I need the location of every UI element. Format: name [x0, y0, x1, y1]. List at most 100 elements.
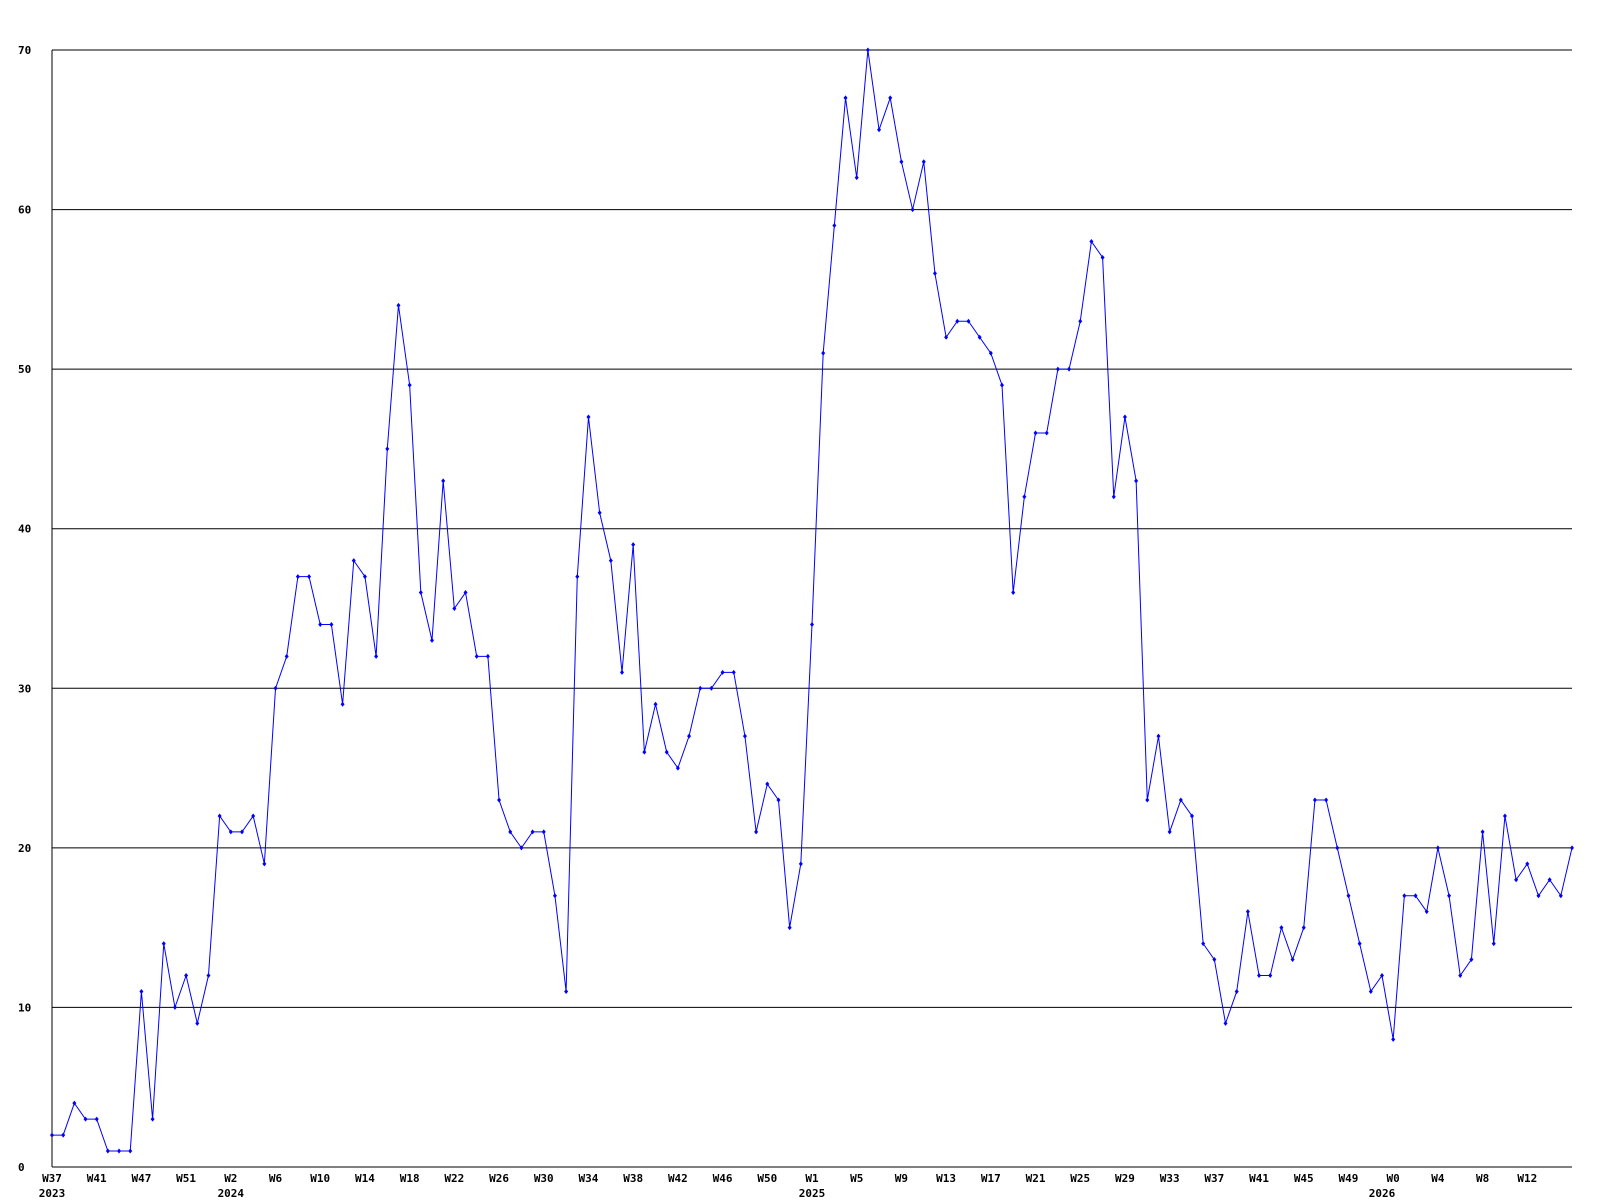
data-point [977, 334, 982, 340]
data-point [172, 1004, 177, 1010]
data-point [1402, 893, 1407, 899]
x-tick-label: W37 [42, 1172, 62, 1185]
data-point [1547, 877, 1552, 883]
data-point [1413, 893, 1418, 899]
data-point [1257, 973, 1262, 979]
data-point [620, 669, 624, 675]
data-point [832, 223, 837, 229]
x-tick-label: W2 [224, 1172, 237, 1185]
data-point [1301, 925, 1306, 931]
x-tick-label: W4 [1431, 1172, 1445, 1185]
data-point [117, 1148, 122, 1154]
x-tick-label: W37 [1204, 1172, 1224, 1185]
data-point [329, 621, 334, 627]
data-point [284, 653, 289, 659]
data-point [1055, 366, 1060, 372]
data-point [1212, 957, 1217, 963]
x-tick-label: W13 [936, 1172, 956, 1185]
data-point [463, 590, 468, 596]
data-point [653, 701, 658, 707]
data-point [1044, 430, 1049, 436]
data-point [262, 861, 267, 867]
year-label: 2024 [218, 1187, 245, 1200]
data-point [83, 1116, 88, 1122]
data-point [441, 478, 446, 484]
data-point [228, 829, 233, 835]
data-point [1067, 366, 1072, 372]
data-point [1525, 861, 1530, 867]
y-tick-label: 20 [18, 842, 31, 855]
data-point [407, 382, 412, 388]
data-point [586, 414, 591, 420]
data-point [508, 829, 513, 835]
data-point [1357, 941, 1362, 947]
data-point [798, 861, 803, 867]
data-point [731, 669, 736, 675]
x-tick-label: W51 [176, 1172, 196, 1185]
x-tick-label: W38 [623, 1172, 643, 1185]
data-point [1190, 813, 1194, 819]
x-tick-label: W34 [579, 1172, 599, 1185]
data-point [1111, 494, 1116, 500]
x-tick-label: W14 [355, 1172, 375, 1185]
data-point [530, 829, 535, 835]
x-tick-label: W49 [1339, 1172, 1359, 1185]
x-tick-label: W9 [895, 1172, 908, 1185]
x-tick-label: W50 [757, 1172, 777, 1185]
year-label: 2023 [39, 1187, 66, 1200]
data-point [1380, 973, 1384, 979]
y-tick-label: 0 [18, 1161, 25, 1174]
data-point [1156, 733, 1161, 739]
data-point [50, 1132, 54, 1138]
data-point [1100, 254, 1105, 260]
data-point [810, 621, 814, 627]
x-tick-label: W18 [400, 1172, 420, 1185]
data-point [888, 95, 893, 101]
data-point [1201, 941, 1206, 947]
x-tick-label: W25 [1070, 1172, 1090, 1185]
x-tick-label: W26 [489, 1172, 509, 1185]
data-point [1324, 797, 1329, 803]
data-point [687, 733, 692, 739]
y-tick-label: 60 [18, 204, 31, 217]
data-point [597, 510, 602, 516]
data-point [742, 733, 747, 739]
data-point [1178, 797, 1183, 803]
data-point [1122, 414, 1127, 420]
x-tick-label: W42 [668, 1172, 688, 1185]
x-tick-label: W46 [713, 1172, 733, 1185]
y-tick-label: 70 [18, 44, 31, 57]
data-point [61, 1132, 66, 1138]
data-point [1458, 973, 1463, 979]
x-tick-label: W33 [1160, 1172, 1180, 1185]
y-tick-label: 40 [18, 523, 31, 536]
data-point [1502, 813, 1507, 819]
data-point [865, 47, 870, 53]
data-point [642, 749, 647, 755]
data-point [1033, 430, 1038, 436]
x-tick-label: W22 [444, 1172, 464, 1185]
data-point [385, 446, 390, 452]
data-point [675, 765, 680, 771]
data-point [1570, 845, 1574, 851]
data-point [552, 893, 557, 899]
data-point [1167, 829, 1172, 835]
data-point [1480, 829, 1485, 835]
data-point [374, 653, 379, 659]
data-point [1447, 893, 1452, 899]
x-tick-label: W10 [310, 1172, 330, 1185]
data-point [139, 988, 144, 994]
data-point [1089, 238, 1094, 244]
y-tick-label: 30 [18, 682, 31, 695]
data-point [217, 813, 222, 819]
data-point [105, 1148, 110, 1154]
data-point [631, 542, 636, 548]
data-point [541, 829, 546, 835]
data-point [1279, 925, 1284, 931]
data-point [519, 845, 524, 851]
year-label: 2025 [799, 1187, 826, 1200]
data-point [1078, 318, 1083, 324]
data-point [944, 334, 949, 340]
data-line [52, 49, 1573, 1152]
